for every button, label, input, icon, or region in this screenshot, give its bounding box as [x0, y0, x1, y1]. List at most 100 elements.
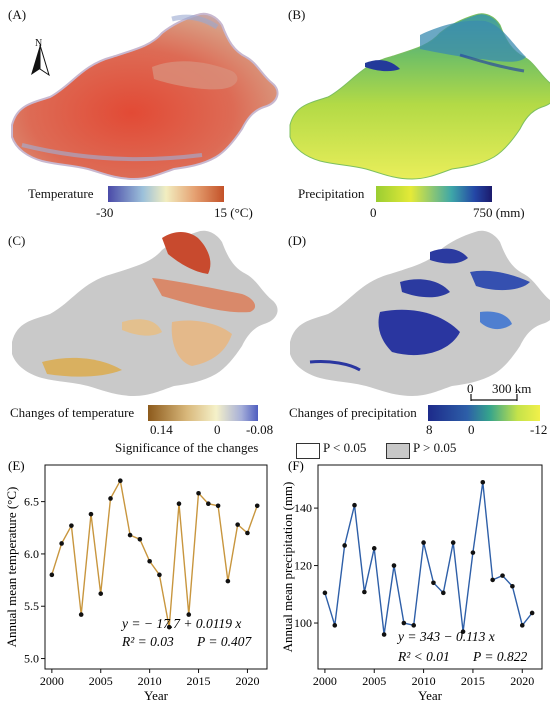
- colorbar-temp-change: [148, 405, 258, 421]
- significance-p-low: P < 0.05: [323, 440, 367, 455]
- chart-f-panel-label: (F): [288, 458, 304, 473]
- data-point: [127, 532, 133, 538]
- y-tick-label: 100: [294, 616, 312, 630]
- data-point: [470, 550, 476, 555]
- chart-f-xlabel: Year: [418, 688, 443, 703]
- data-point: [88, 511, 94, 517]
- series-line: [51, 478, 258, 628]
- data-point: [206, 501, 211, 507]
- x-tick-label: 2000: [40, 674, 64, 688]
- data-point: [176, 501, 182, 507]
- data-point: [157, 572, 162, 578]
- legend-min-prec-change: 8: [426, 422, 433, 437]
- data-point: [69, 523, 74, 528]
- data-point: [59, 541, 64, 546]
- scale-bar-start: 0: [467, 381, 474, 396]
- legend-mid-prec-change: 0: [468, 422, 475, 437]
- legend-title-precipitation: Precipitation: [298, 186, 365, 201]
- data-point: [254, 503, 260, 509]
- map-temperature: [11, 12, 279, 180]
- data-point: [431, 580, 436, 586]
- panel-label-c: (C): [8, 233, 26, 248]
- chart-e-r2: R² = 0.03: [121, 634, 174, 649]
- x-tick-label: 2015: [461, 674, 485, 688]
- swatch-p-low: [296, 443, 320, 459]
- y-tick-label: 5.0: [24, 652, 39, 666]
- data-point: [108, 496, 113, 501]
- chart-temperature-trend: 2000 2005 2010 2015 2020 5.0 5.5 6.0 6.5 (E) y =…: [4, 458, 268, 703]
- legend-title-temperature: Temperature: [28, 186, 94, 201]
- data-point: [186, 612, 192, 617]
- data-point: [529, 610, 535, 616]
- data-point: [49, 572, 55, 578]
- y-tick-label: 120: [294, 559, 312, 573]
- panel-label-b: (B): [288, 7, 306, 22]
- x-tick-label: 2020: [235, 674, 259, 688]
- data-point: [322, 590, 328, 596]
- data-point: [510, 583, 515, 589]
- significance-p-high: P > 0.05: [413, 440, 457, 455]
- map-temperature-change: [12, 230, 278, 396]
- x-tick-label: 2005: [89, 674, 113, 688]
- data-point: [362, 589, 367, 595]
- legend-min-precipitation: 0: [370, 205, 377, 220]
- panel-label-d: (D): [288, 233, 307, 248]
- chart-f-p-value: P = 0.822: [472, 649, 527, 664]
- north-label: N: [35, 38, 43, 49]
- panel-label-a: (A): [8, 7, 27, 22]
- y-tick-label: 6.0: [24, 547, 39, 561]
- legend-max-prec-change: -12: [530, 422, 548, 437]
- colorbar-precipitation: [376, 186, 492, 202]
- data-point: [352, 502, 357, 508]
- data-point: [147, 558, 152, 564]
- data-point: [137, 536, 143, 542]
- swatch-p-high: [386, 443, 410, 459]
- data-point: [411, 623, 417, 628]
- chart-f-r2: R² < 0.01: [397, 649, 450, 664]
- x-tick-label: 2005: [362, 674, 386, 688]
- chart-f-ylabel: Annual mean precipitation (mm): [280, 482, 295, 653]
- data-point: [118, 478, 123, 483]
- data-point: [401, 620, 407, 626]
- chart-precipitation-trend: 2000 2005 2010 2015 2020 100 120 140 (F) y = 34…: [280, 458, 543, 703]
- x-tick-label: 2000: [313, 674, 337, 688]
- legend-title-temp-change: Changes of temperature: [10, 405, 135, 420]
- series-line: [324, 482, 533, 635]
- y-tick-label: 140: [294, 501, 312, 515]
- map-precipitation-change: [290, 230, 550, 401]
- data-point: [480, 479, 486, 485]
- data-point: [391, 563, 397, 568]
- data-point: [381, 632, 387, 637]
- map-precipitation: [289, 13, 550, 180]
- data-point: [519, 623, 525, 628]
- data-point: [215, 503, 221, 509]
- colorbar-temperature: [108, 186, 224, 202]
- data-point: [371, 546, 377, 551]
- data-point: [460, 629, 466, 634]
- data-point: [196, 490, 201, 496]
- chart-e-equation: y = − 17.7 + 0.0119 x: [120, 616, 241, 631]
- legend-min-temperature: -30: [96, 205, 114, 220]
- data-point: [235, 522, 240, 527]
- x-tick-label: 2010: [412, 674, 436, 688]
- data-point: [500, 573, 505, 578]
- legend-title-prec-change: Changes of precipitation: [289, 405, 417, 420]
- chart-e-p-value: P = 0.407: [196, 634, 252, 649]
- data-point: [441, 590, 446, 596]
- north-arrow: [31, 44, 50, 77]
- data-point: [450, 540, 456, 545]
- data-point: [225, 578, 231, 584]
- legend-max-temperature: 15 (°C): [214, 205, 253, 220]
- significance-title: Significance of the changes: [115, 440, 259, 455]
- data-point: [166, 624, 172, 630]
- data-point: [98, 591, 104, 596]
- chart-e-panel-label: (E): [8, 458, 25, 473]
- legend-max-temp-change: -0.08: [246, 422, 274, 437]
- data-point: [78, 612, 84, 617]
- x-tick-label: 2015: [187, 674, 211, 688]
- x-tick-label: 2010: [138, 674, 162, 688]
- legend-mid-temp-change: 0: [214, 422, 221, 437]
- colorbar-prec-change: [428, 405, 540, 421]
- chart-f-equation: y = 343 − 0.113 x: [396, 629, 495, 644]
- data-point: [245, 530, 250, 536]
